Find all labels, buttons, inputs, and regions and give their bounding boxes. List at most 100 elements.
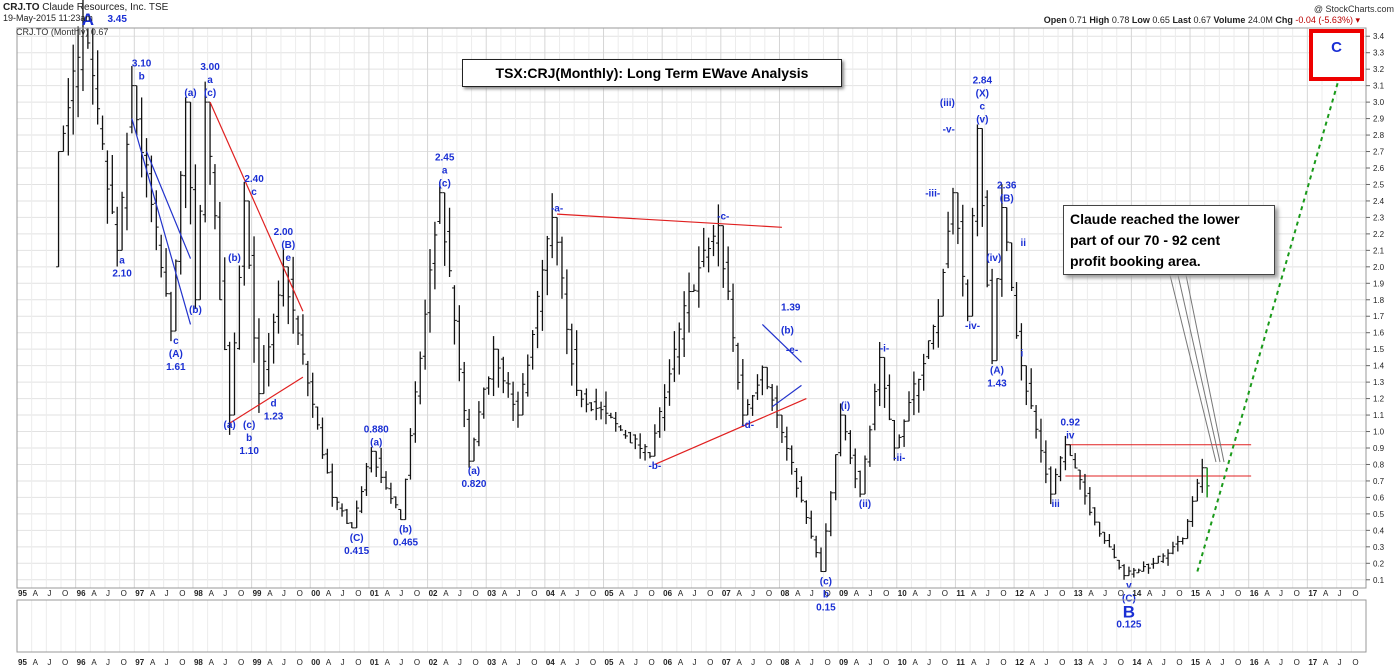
x-tick-label-lower: A	[1030, 658, 1036, 667]
x-tick-label-lower: O	[1235, 658, 1241, 667]
ohlc-readout: Open 0.71 High 0.78 Low 0.65 Last 0.67 V…	[1044, 15, 1360, 26]
x-tick-label: 14	[1132, 589, 1141, 598]
y-tick-label: 0.6	[1373, 493, 1385, 502]
x-tick-label-lower: A	[1264, 658, 1270, 667]
x-tick-label: 11	[956, 589, 965, 598]
wave-label: (c)	[820, 577, 832, 588]
wave-label: (c)	[243, 420, 255, 431]
wave-label: 3.45	[107, 14, 127, 25]
company-name: Claude Resources, Inc.	[42, 2, 147, 13]
x-tick-label: A	[619, 589, 625, 598]
x-tick-label-lower: A	[795, 658, 801, 667]
wave-label: 3.10	[132, 59, 152, 70]
x-tick-label: 06	[663, 589, 672, 598]
x-tick-label: 17	[1308, 589, 1317, 598]
x-tick-label-lower: 95	[18, 658, 27, 667]
y-tick-label: 2.8	[1373, 131, 1385, 140]
x-tick-label-lower: A	[326, 658, 332, 667]
target-arrow-line	[1196, 60, 1345, 572]
down-arrow-icon: ▾	[1355, 15, 1360, 25]
x-tick-label: 04	[546, 589, 555, 598]
x-tick-label: J	[927, 589, 931, 598]
last-label: Last	[1172, 15, 1191, 25]
wave-label: 3.00	[200, 62, 220, 73]
x-tick-label-lower: 97	[135, 658, 144, 667]
low-value: 0.65	[1152, 15, 1170, 25]
x-tick-label: A	[209, 589, 215, 598]
x-tick-label-lower: A	[678, 658, 684, 667]
x-tick-label: J	[868, 589, 872, 598]
wave-label: 2.36	[997, 181, 1017, 192]
x-tick-label-lower: 07	[722, 658, 731, 667]
y-tick-label: 0.4	[1373, 526, 1385, 535]
x-tick-label-lower: O	[1176, 658, 1182, 667]
x-tick-label-lower: A	[267, 658, 273, 667]
y-tick-label: 1.8	[1373, 296, 1385, 305]
wave-label: iii	[1051, 499, 1060, 510]
chart-datetime: 19-May-2015 11:23am	[3, 13, 93, 23]
trendline-blue	[771, 384, 802, 408]
x-tick-label-lower: O	[414, 658, 420, 667]
x-tick-label-lower: 01	[370, 658, 379, 667]
wave-label: 1.39	[781, 302, 801, 313]
x-tick-label-lower: O	[883, 658, 889, 667]
wave-label: (B)	[1000, 194, 1014, 205]
wave-label: a	[119, 255, 125, 266]
x-tick-label: O	[766, 589, 772, 598]
x-tick-label: O	[473, 589, 479, 598]
x-tick-label: O	[590, 589, 596, 598]
y-tick-label: 2.9	[1373, 115, 1385, 124]
x-tick-label-lower: A	[912, 658, 918, 667]
wave-label: b	[823, 590, 829, 601]
x-tick-label: 98	[194, 589, 203, 598]
wave-label: a	[442, 166, 448, 177]
x-tick-label-lower: J	[47, 658, 51, 667]
x-tick-label: 96	[77, 589, 86, 598]
wave-label: (a)	[184, 88, 196, 99]
annotation-callout: Claude reached the lower part of our 70 …	[1063, 205, 1275, 275]
trendline-blue	[131, 118, 192, 325]
x-tick-label-lower: O	[824, 658, 830, 667]
wave-label: 1.43	[987, 379, 1007, 390]
x-tick-label-lower: 98	[194, 658, 203, 667]
wave-label: 2.84	[973, 75, 993, 86]
y-tick-label: 2.2	[1373, 230, 1385, 239]
x-tick-label-lower: J	[751, 658, 755, 667]
lower-panel-frame	[16, 599, 1367, 653]
x-tick-label: A	[33, 589, 39, 598]
wave-label: (X)	[976, 88, 989, 99]
x-tick-label-lower: O	[649, 658, 655, 667]
y-tick-label: 1.9	[1373, 279, 1385, 288]
x-tick-label: J	[1103, 589, 1107, 598]
x-tick-label-lower: A	[619, 658, 625, 667]
x-tick-label: A	[91, 589, 97, 598]
x-tick-label-lower: J	[868, 658, 872, 667]
x-tick-label-lower: 02	[429, 658, 438, 667]
x-tick-label: 97	[135, 589, 144, 598]
wave-label: 2.00	[274, 227, 294, 238]
chg-value: -0.04 (-5.63%)	[1295, 15, 1353, 25]
x-tick-label-lower: O	[1000, 658, 1006, 667]
x-tick-label: A	[267, 589, 273, 598]
high-label: High	[1089, 15, 1110, 25]
wave-label: 2.10	[112, 268, 132, 279]
wave-label: (b)	[781, 325, 794, 336]
y-tick-label: 1.5	[1373, 345, 1385, 354]
exchange-name: TSE	[148, 2, 169, 13]
x-tick-label: 10	[898, 589, 907, 598]
x-tick-label-lower: O	[355, 658, 361, 667]
x-tick-label: J	[282, 589, 286, 598]
x-tick-label: J	[634, 589, 638, 598]
wave-label: (c)	[439, 179, 451, 190]
x-tick-label-lower: J	[341, 658, 345, 667]
low-label: Low	[1131, 15, 1150, 25]
x-tick-label: A	[1206, 589, 1212, 598]
x-tick-label: J	[458, 589, 462, 598]
x-tick-label: O	[1176, 589, 1182, 598]
y-tick-label: 2.7	[1373, 148, 1385, 157]
x-tick-label-lower: 06	[663, 658, 672, 667]
x-tick-label-lower: A	[1147, 658, 1153, 667]
x-tick-label: A	[971, 589, 977, 598]
x-tick-label: O	[179, 589, 185, 598]
x-tick-label-lower: J	[986, 658, 990, 667]
